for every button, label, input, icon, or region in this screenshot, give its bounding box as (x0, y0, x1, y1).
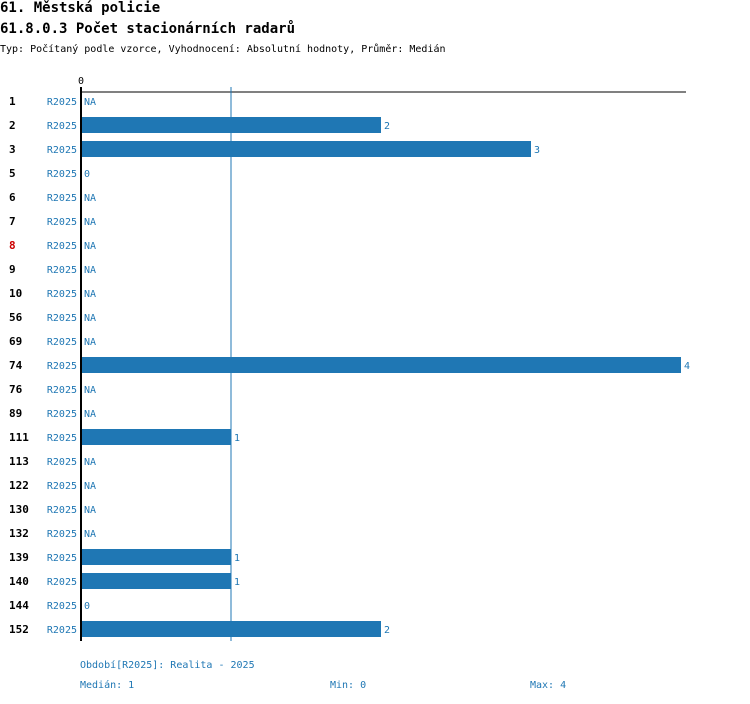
bar-value-label: 3 (534, 145, 540, 156)
bar (81, 549, 231, 565)
row-series-label: R2025 (47, 505, 77, 516)
bar-value-label: 2 (384, 121, 390, 132)
bar-value-label: NA (84, 241, 96, 252)
row-id-label: 8 (9, 239, 16, 252)
row-series-label: R2025 (47, 625, 77, 636)
row-series-label: R2025 (47, 481, 77, 492)
bar-value-label: NA (84, 289, 96, 300)
row-id-label: 9 (9, 263, 16, 276)
row-series-label: R2025 (47, 409, 77, 420)
row-id-label: 74 (9, 359, 23, 372)
row-series-label: R2025 (47, 553, 77, 564)
row-series-label: R2025 (47, 313, 77, 324)
bar-value-label: 2 (384, 625, 390, 636)
row-id-label: 7 (9, 215, 16, 228)
bar-value-label: NA (84, 529, 96, 540)
row-series-label: R2025 (47, 577, 77, 588)
row-id-label: 56 (9, 311, 23, 324)
bar (81, 573, 231, 589)
row-series-label: R2025 (47, 457, 77, 468)
row-series-label: R2025 (47, 529, 77, 540)
bar (81, 117, 381, 133)
row-id-label: 152 (9, 623, 29, 636)
bar-value-label: NA (84, 337, 96, 348)
bar-value-label: NA (84, 265, 96, 276)
footer-median: Medián: 1 (80, 680, 135, 691)
top-axis-tick-label: 0 (78, 76, 84, 87)
bar-value-label: 0 (84, 601, 90, 612)
bar-value-label: NA (84, 313, 96, 324)
bar-value-label: NA (84, 97, 96, 108)
bar-value-label: NA (84, 409, 96, 420)
row-id-label: 1 (9, 95, 16, 108)
row-series-label: R2025 (47, 169, 77, 180)
row-series-label: R2025 (47, 361, 77, 372)
row-id-label: 3 (9, 143, 16, 156)
bar (81, 429, 231, 445)
row-id-label: 113 (9, 455, 29, 468)
bar-value-label: NA (84, 505, 96, 516)
row-series-label: R2025 (47, 121, 77, 132)
bar (81, 357, 681, 373)
row-series-label: R2025 (47, 217, 77, 228)
footer-max: Max: 4 (530, 680, 567, 691)
bar-value-label: 4 (684, 361, 690, 372)
row-id-label: 5 (9, 167, 16, 180)
row-id-label: 2 (9, 119, 16, 132)
chart-meta: Typ: Počítaný podle vzorce, Vyhodnocení:… (0, 44, 446, 55)
row-id-label: 10 (9, 287, 22, 300)
row-series-label: R2025 (47, 337, 77, 348)
row-series-label: R2025 (47, 265, 77, 276)
bar-value-label: NA (84, 193, 96, 204)
row-id-label: 89 (9, 407, 22, 420)
row-id-label: 140 (9, 575, 29, 588)
row-id-label: 122 (9, 479, 29, 492)
bar-value-label: 0 (84, 169, 90, 180)
chart-subtitle: 61.8.0.3 Počet stacionárních radarů (0, 21, 296, 37)
row-series-label: R2025 (47, 385, 77, 396)
bar-value-label: 1 (234, 433, 240, 444)
row-id-label: 6 (9, 191, 16, 204)
row-id-label: 139 (9, 551, 29, 564)
row-series-label: R2025 (47, 97, 77, 108)
bar-value-label: 1 (234, 577, 240, 588)
row-id-label: 69 (9, 335, 22, 348)
bar-value-label: 1 (234, 553, 240, 564)
bar (81, 621, 381, 637)
row-id-label: 130 (9, 503, 29, 516)
row-series-label: R2025 (47, 193, 77, 204)
bar-value-label: NA (84, 385, 96, 396)
bar-value-label: NA (84, 217, 96, 228)
row-id-label: 111 (9, 431, 29, 444)
bar-value-label: NA (84, 457, 96, 468)
row-id-label: 132 (9, 527, 29, 540)
row-id-label: 76 (9, 383, 23, 396)
footer-period: Období[R2025]: Realita - 2025 (80, 660, 255, 671)
bar (81, 141, 531, 157)
bar-value-label: NA (84, 481, 96, 492)
row-series-label: R2025 (47, 145, 77, 156)
footer-min: Min: 0 (330, 680, 367, 691)
chart-title: 61. Městská policie (0, 0, 161, 16)
row-series-label: R2025 (47, 241, 77, 252)
row-id-label: 144 (9, 599, 29, 612)
row-series-label: R2025 (47, 601, 77, 612)
row-series-label: R2025 (47, 433, 77, 444)
row-series-label: R2025 (47, 289, 77, 300)
